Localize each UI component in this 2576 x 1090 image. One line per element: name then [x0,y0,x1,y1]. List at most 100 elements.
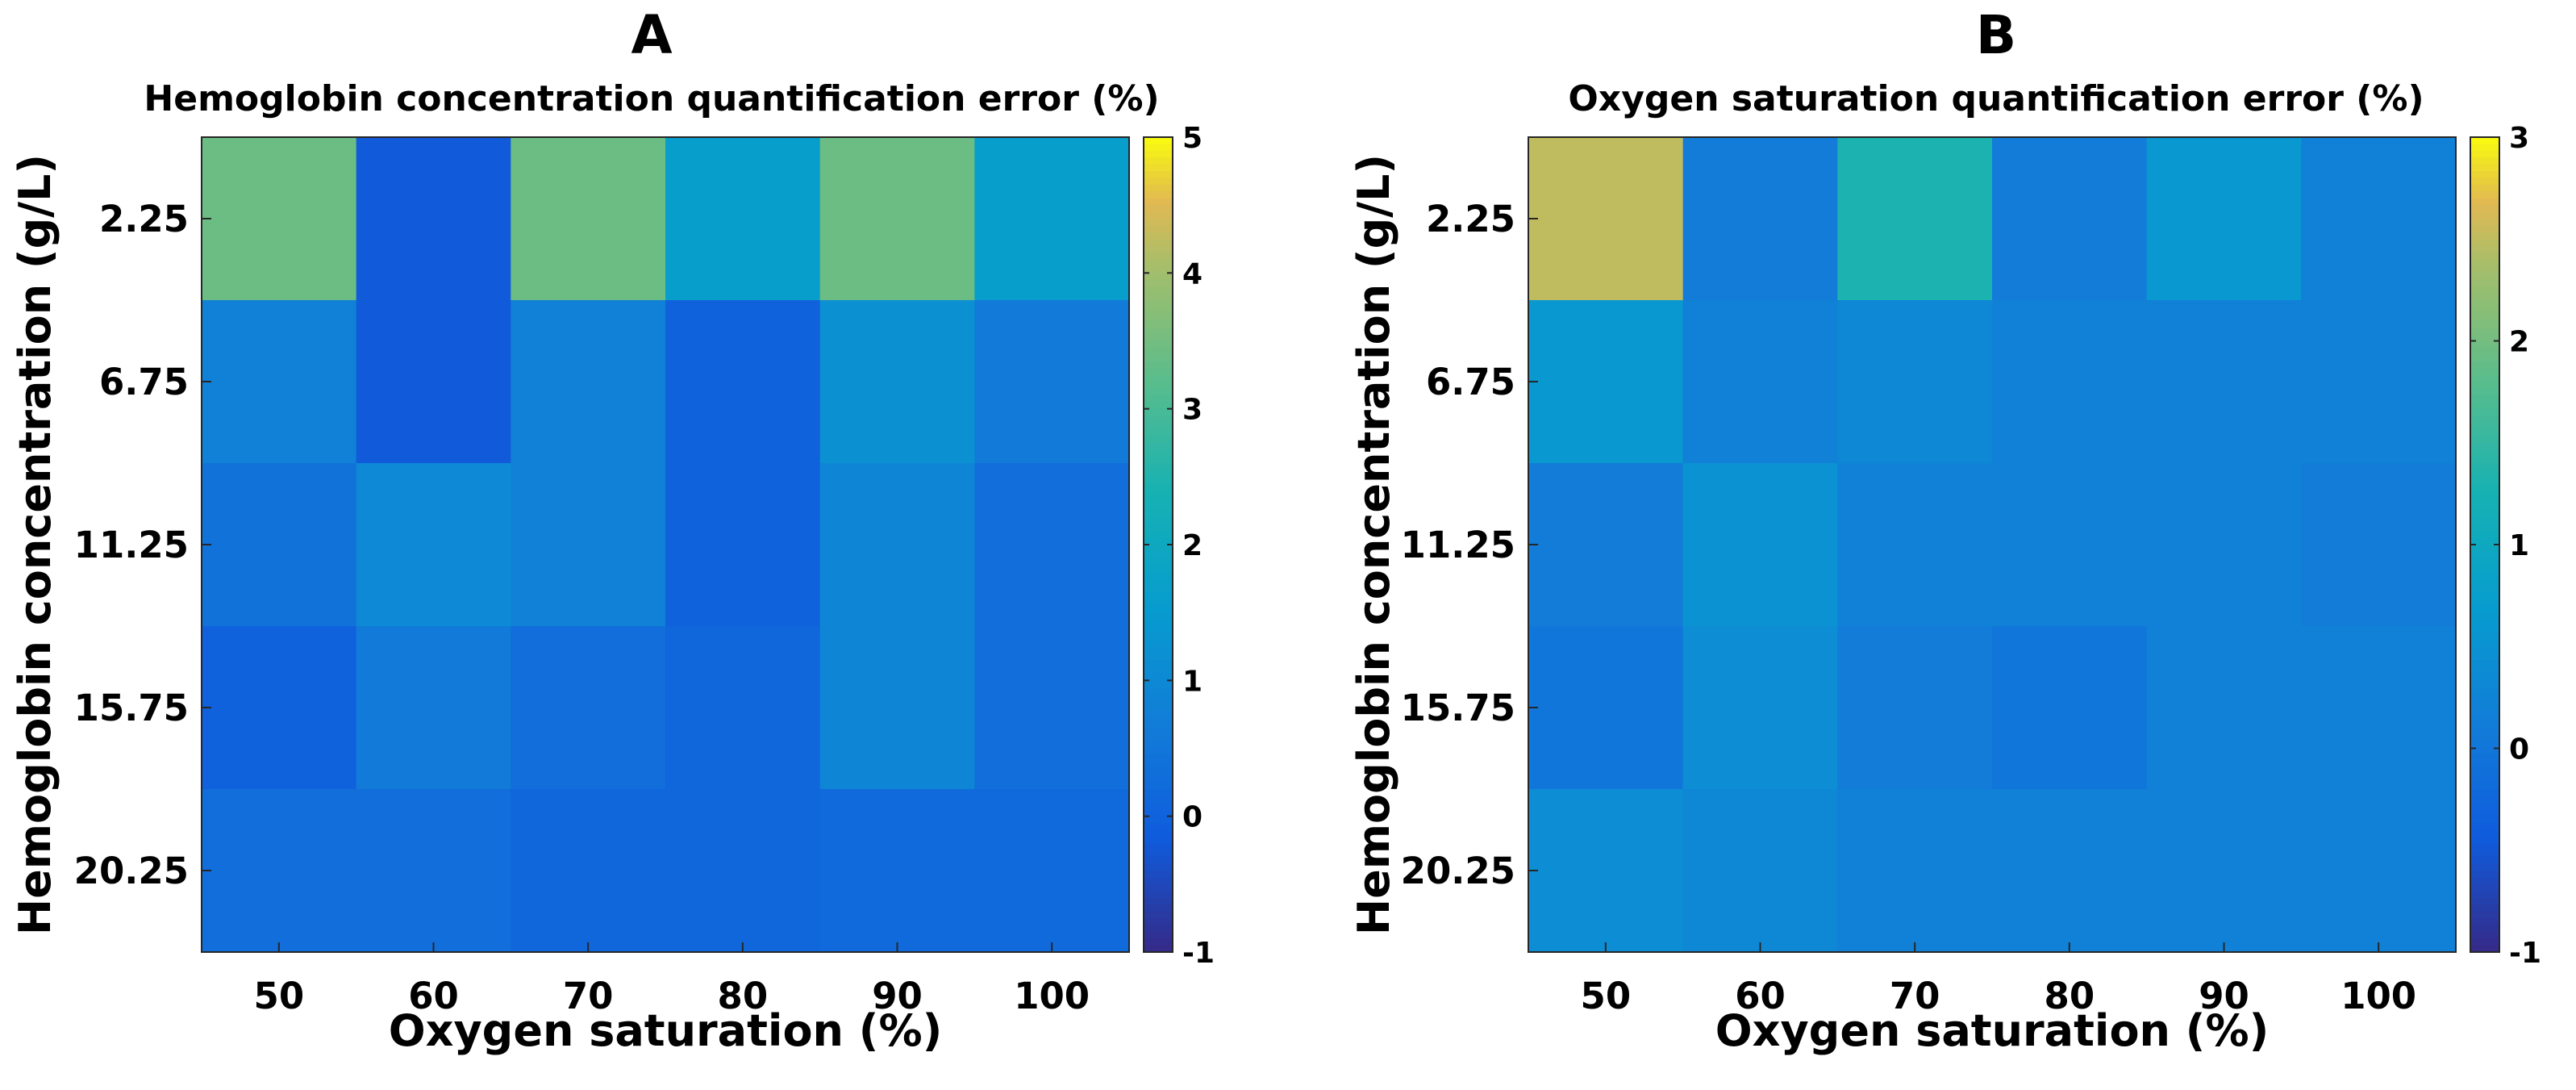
panel-a-cell-r0-c0 [202,137,357,301]
panel-a-colorbar-segment [1144,877,1173,885]
panel-b-colorbar-segment [2470,307,2499,315]
panel-a-colorbar-segment [1144,408,1173,416]
panel-a-colorbar-segment [1144,871,1173,879]
panel-b-colorbar-segment [2470,205,2499,213]
panel-a-colorbar-segment [1144,313,1173,321]
panel-a-colorbar-tick-label: 4 [1182,257,1203,290]
panel-b-colorbar-segment [2470,253,2499,261]
panel-a-colorbar-segment [1144,490,1173,498]
panel-b-colorbar-segment [2470,816,2499,824]
panel-b-colorbar-tick-label: 2 [2509,326,2529,359]
panel-b-colorbar-segment [2470,680,2499,688]
panel-a-colorbar-segment [1144,402,1173,410]
panel-b-colorbar-segment [2470,395,2499,403]
panel-a-colorbar-segment [1144,728,1173,736]
panel-b-colorbar-segment [2470,436,2499,444]
panel-b-colorbar: 3 2 1 0 -1 [2470,122,2541,970]
panel-b-colorbar-segment [2470,938,2499,946]
panel-b-colorbar-segment [2470,551,2499,559]
panel-b-colorbar-tick-label: -1 [2509,937,2541,970]
panel-a-colorbar-segment [1144,897,1173,905]
panel-a-title: Hemoglobin concentration quantification … [144,78,1159,119]
panel-b-colorbar-segment [2470,198,2499,206]
panel-a-cell-r3-c3 [665,626,821,790]
panel-b-colorbar-segment [2470,619,2499,627]
panel-a-letter: A [631,4,672,66]
panel-b-cell-r3-c2 [1837,626,1993,790]
panel-b-colorbar-segment [2470,883,2499,892]
panel-a-colorbar-segment [1144,666,1173,674]
panel-a-colorbar-segment [1144,843,1173,851]
panel-a-colorbar-segment [1144,911,1173,919]
panel-b-colorbar-segment [2470,463,2499,471]
panel-a-colorbar-segment [1144,775,1173,783]
panel-b-colorbar-segment [2470,402,2499,410]
panel-a-colorbar-segment [1144,917,1173,925]
panel-a-colorbar-segment [1144,802,1173,810]
panel-a-x-tick-label: 90 [872,975,923,1017]
panel-b-y-tick-label: 15.75 [1401,687,1515,729]
panel-a-colorbar-segment [1144,687,1173,695]
panel-a-colorbar-segment [1144,565,1173,573]
panel-a-colorbar-segment [1144,789,1173,797]
panel-b-title: Oxygen saturation quantification error (… [1568,78,2424,119]
panel-a-cell-r1-c2 [511,300,666,464]
panel-b-x-tick-label: 50 [1581,975,1632,1017]
panel-a-colorbar-segment [1144,395,1173,403]
panel-b-colorbar-segment [2470,144,2499,152]
panel-b-colorbar-segment [2470,599,2499,607]
panel-b-cell-r2-c0 [1528,463,1684,627]
panel-b-cell-r4-c1 [1682,789,1838,953]
panel-a-colorbar-segment [1144,639,1173,647]
panel-b-colorbar-segment [2470,382,2499,390]
panel-a-colorbar-segment [1144,137,1173,145]
panel-a-colorbar-segment [1144,368,1173,376]
panel-b-colorbar-segment [2470,219,2499,227]
panel-b-colorbar-segment [2470,259,2499,267]
panel-a-x-tick-label: 70 [563,975,614,1017]
panel-b-colorbar-segment [2470,164,2499,172]
panel-b-cell-r0-c0 [1528,137,1684,301]
panel-a-cell-r3-c4 [819,626,975,790]
panel-b-colorbar-segment [2470,646,2499,654]
panel-a-colorbar-segment [1144,571,1173,579]
panel-a-colorbar-segment [1144,307,1173,315]
panel-b-cell-r4-c3 [1992,789,2148,953]
panel-a-cell-r0-c5 [974,137,1130,301]
panel-b-colorbar-segment [2470,660,2499,668]
panel-b-cell-r3-c3 [1992,626,2148,790]
panel-b-letter: B [1976,4,2016,66]
panel-b-y-tick-label: 6.75 [1426,361,1515,403]
panel-b-colorbar-segment [2470,823,2499,831]
panel-b-cell-r1-c5 [2301,300,2457,464]
panel-b-colorbar-segment [2470,857,2499,865]
panel-b-cell-r1-c2 [1837,300,1993,464]
panel-b-colorbar-segment [2470,925,2499,933]
panel-b-colorbar-tick-label: 0 [2509,733,2529,766]
panel-a-colorbar-segment [1144,205,1173,213]
panel-a-colorbar-segment [1144,476,1173,484]
panel-b-colorbar-segment [2470,714,2499,722]
panel-a-colorbar-segment [1144,829,1173,837]
panel-b-colorbar-segment [2470,334,2499,342]
panel-a-colorbar-segment [1144,245,1173,253]
panel-a-colorbar-segment [1144,708,1173,716]
panel-a-colorbar-segment [1144,456,1173,464]
panel-b-colorbar-segment [2470,245,2499,253]
panel-b-cell-r0-c3 [1992,137,2148,301]
panel-b-colorbar-segment [2470,191,2499,199]
panel-a-colorbar-segment [1144,334,1173,342]
panel-b-colorbar-segment [2470,863,2499,871]
panel-a-y-tick-label: 6.75 [99,361,189,403]
panel-b-colorbar-segment [2470,300,2499,308]
panel-a-colorbar-segment [1144,239,1173,247]
panel-b-cell-r2-c5 [2301,463,2457,627]
panel-a-colorbar-segment [1144,320,1173,328]
panel-b-colorbar-segment [2470,320,2499,328]
panel-b: B Oxygen saturation quantification error… [1348,4,2541,1056]
panel-a-colorbar-segment [1144,171,1173,179]
panel-b-cell-r2-c4 [2146,463,2302,627]
panel-b-colorbar-segment [2470,673,2499,681]
panel-b-colorbar-segment [2470,802,2499,810]
panel-b-colorbar-segment [2470,476,2499,484]
